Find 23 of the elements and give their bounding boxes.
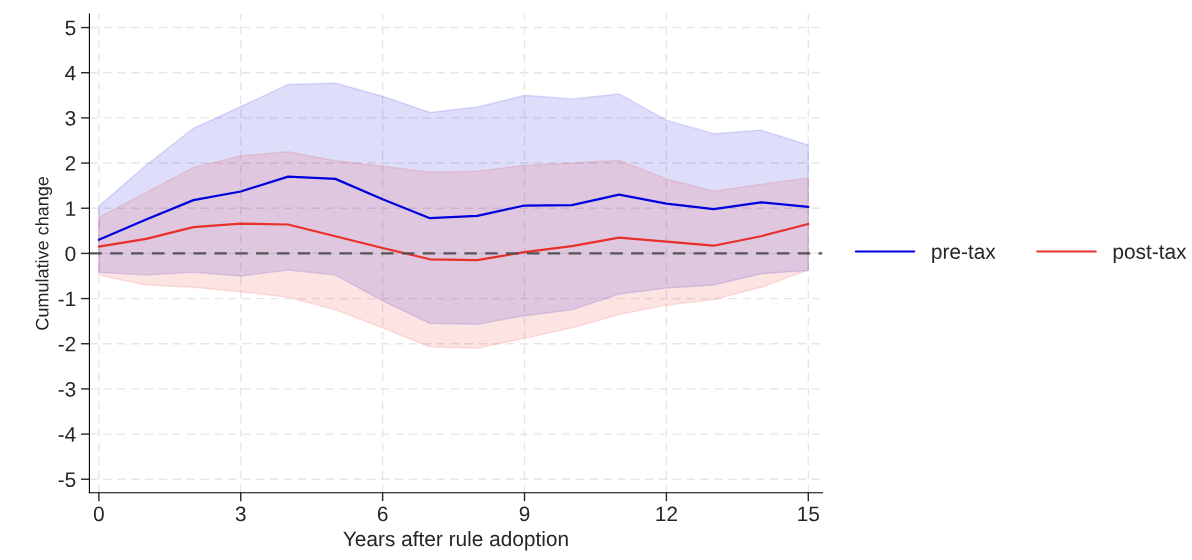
x-tick-label: 6 (377, 506, 388, 522)
y-axis-title: Cumulative change (35, 176, 53, 330)
x-tick-label: 15 (798, 506, 820, 522)
line-series (97, 222, 810, 262)
legend-label: pre-tax (932, 245, 996, 264)
y-tick-label: -2 (58, 336, 76, 352)
line-series (97, 175, 810, 241)
y-tick-label: -1 (58, 291, 76, 307)
y-tick-label: 4 (65, 65, 76, 81)
y-tick-label: 0 (65, 246, 76, 262)
legend-label: post-tax (1113, 245, 1187, 264)
y-tick-label: -3 (58, 381, 76, 397)
y-tick-label: -5 (58, 472, 76, 487)
x-tick-label: 9 (519, 506, 530, 522)
y-tick-label: 3 (65, 110, 76, 126)
y-tick-label: 1 (66, 201, 76, 216)
x-axis-title: Years after rule adoption (343, 530, 568, 551)
x-tick-label: 12 (656, 506, 677, 522)
y-tick-label: 2 (65, 156, 76, 171)
y-tick-label: -4 (58, 427, 76, 442)
x-tick-label: 3 (235, 506, 246, 522)
y-tick-label: 5 (65, 20, 76, 36)
x-tick-label: 0 (93, 506, 104, 522)
